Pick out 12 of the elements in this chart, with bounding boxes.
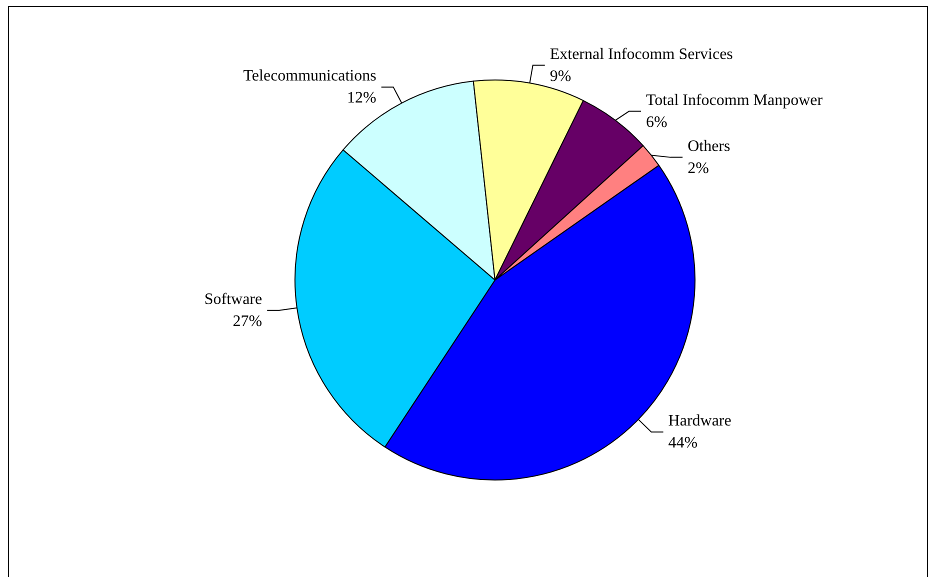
slice-label: Total Infocomm Manpower [646,92,824,109]
slice-label: Hardware [668,412,732,430]
data-label: 2% [688,160,709,177]
slice-label: Telecommunications [243,68,376,85]
data-label: 44% [668,434,698,452]
data-label: 12% [347,90,376,107]
data-label: 6% [646,114,668,131]
slice-label: External Infocomm Services [550,46,733,63]
slice-label: Software [204,290,262,308]
data-label: 9% [550,68,572,85]
slice-label: Others [688,138,730,155]
data-label: 27% [232,312,262,330]
